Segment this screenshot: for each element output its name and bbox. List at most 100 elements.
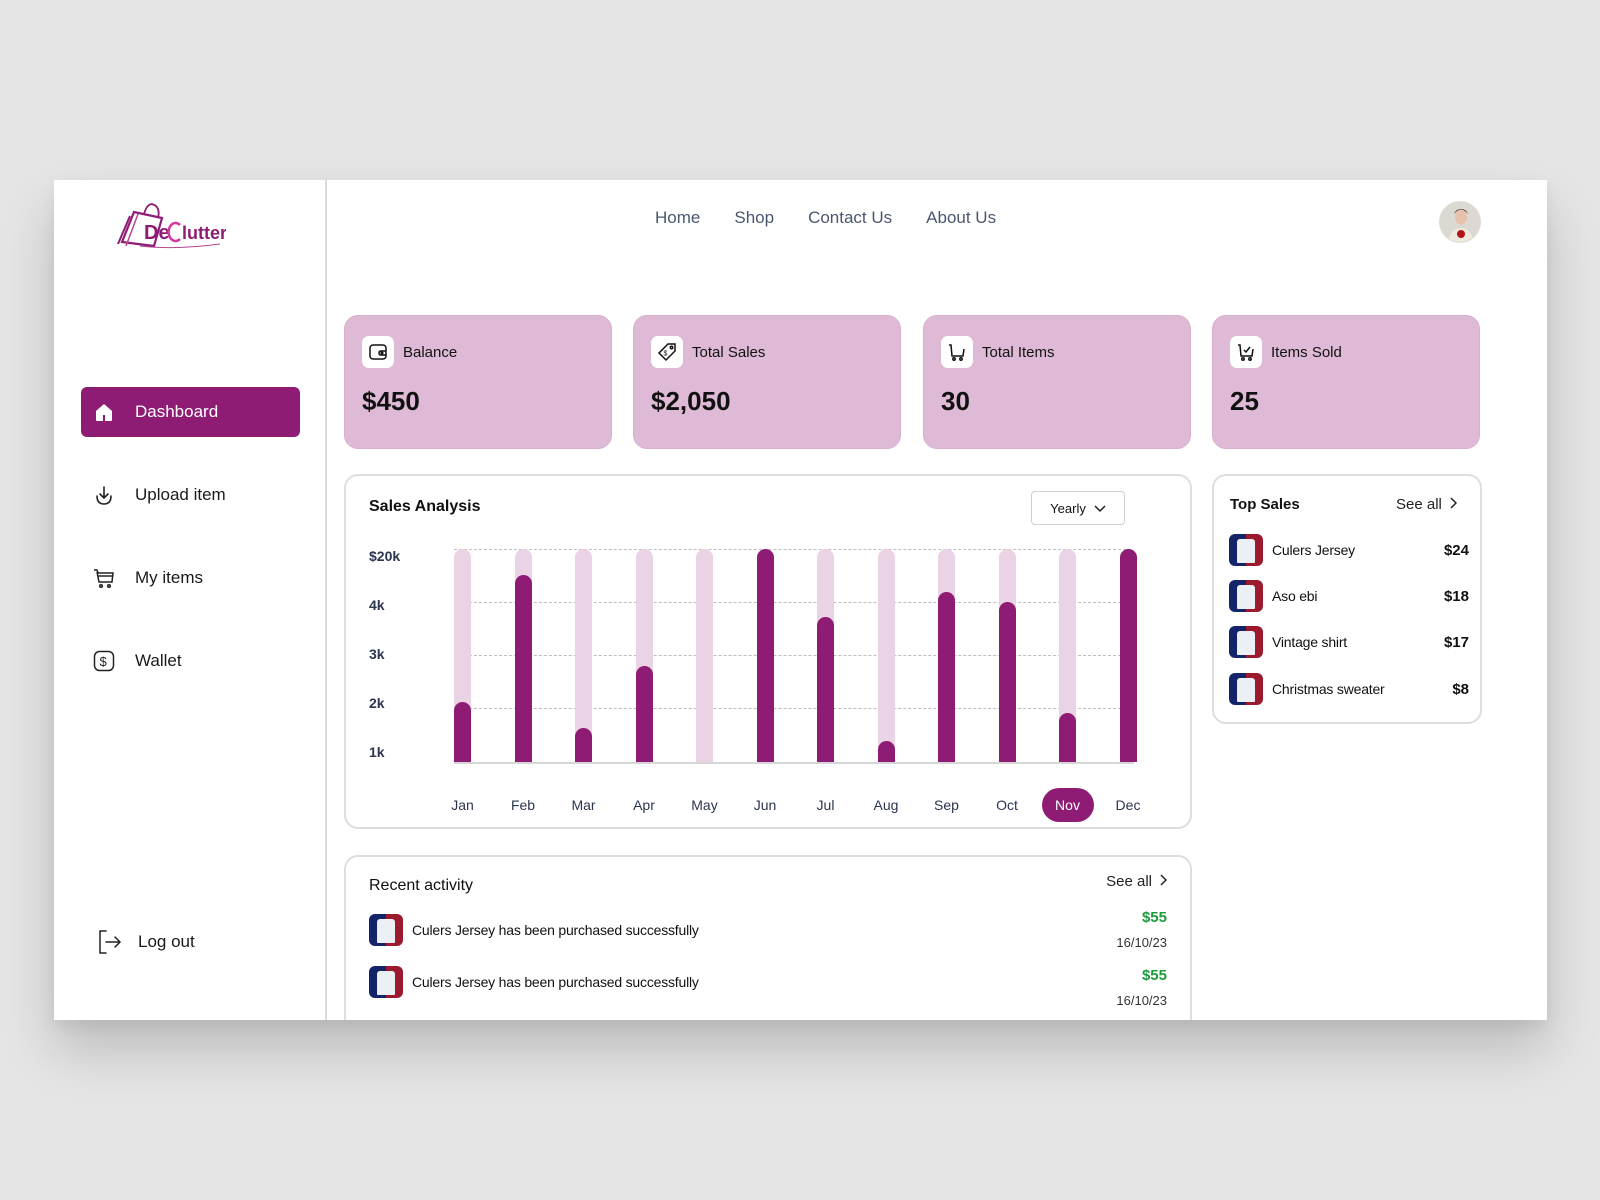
month-label-nov[interactable]: Nov: [1041, 788, 1094, 822]
bar-track: [575, 549, 592, 762]
month-label-feb[interactable]: Feb: [510, 797, 536, 813]
cart-icon: [941, 336, 973, 368]
bar-feb[interactable]: [514, 575, 532, 762]
logout-icon: [96, 928, 124, 956]
month-label-may[interactable]: May: [691, 797, 718, 813]
item-price: $24: [1443, 541, 1469, 559]
stat-card-total-items: Total Items 30: [923, 315, 1191, 449]
stat-value: $2,050: [651, 386, 731, 416]
y-tick-label: $20k: [369, 548, 401, 564]
sidebar: De lutter Dashboard Upload item My items: [54, 180, 327, 1020]
month-label-sep[interactable]: Sep: [934, 797, 959, 813]
y-tick-label: 3k: [369, 646, 385, 662]
bar-oct[interactable]: [998, 602, 1016, 762]
logout-button[interactable]: Log out: [96, 928, 195, 956]
top-sales-panel: Top Sales See all Culers Jersey $24 Aso …: [1212, 474, 1482, 724]
sidebar-item-label: Dashboard: [135, 402, 219, 421]
activity-row[interactable]: Culers Jersey has been purchased success…: [369, 964, 1169, 1000]
see-all-label: See all: [1396, 496, 1442, 513]
month-label-jul[interactable]: Jul: [816, 797, 835, 813]
bar-dec[interactable]: [1119, 549, 1137, 762]
panel-title: Recent activity: [369, 877, 474, 894]
svg-text:$: $: [664, 351, 668, 358]
top-sale-item[interactable]: Culers Jersey $24: [1229, 534, 1469, 566]
month-label-aug[interactable]: Aug: [873, 797, 899, 813]
item-price: $18: [1443, 587, 1469, 605]
sidebar-item-dashboard[interactable]: Dashboard: [81, 387, 300, 437]
bar-jun[interactable]: [756, 549, 774, 762]
bar-aug[interactable]: [877, 741, 895, 762]
chevron-right-icon: [1450, 496, 1457, 513]
stat-value: 30: [941, 386, 970, 416]
x-axis-line: [454, 762, 1134, 764]
grid-line: [454, 549, 1126, 550]
see-all-label: See all: [1106, 873, 1152, 890]
sidebar-item-label: Wallet: [135, 651, 182, 670]
stat-label: Items Sold: [1271, 343, 1342, 361]
activity-amount: $55: [1141, 909, 1167, 926]
month-label-jan[interactable]: Jan: [451, 797, 474, 813]
bar-jan[interactable]: [454, 702, 471, 762]
jersey-thumbnail: [369, 966, 403, 998]
stat-label: Balance: [403, 343, 458, 361]
cart-icon: [93, 567, 115, 589]
activity-text: Culers Jersey has been purchased success…: [412, 974, 699, 990]
item-price: $17: [1443, 633, 1469, 651]
top-navigation: Home Shop Contact Us About Us: [655, 208, 996, 228]
activity-date: 16/10/23: [1116, 935, 1167, 950]
user-avatar[interactable]: [1439, 201, 1481, 243]
nav-link-about[interactable]: About Us: [926, 208, 997, 227]
stat-card-balance: Balance $450: [344, 315, 612, 449]
see-all-link[interactable]: See all: [1396, 496, 1457, 513]
period-dropdown[interactable]: Yearly: [1031, 491, 1125, 525]
month-label-dec[interactable]: Dec: [1115, 797, 1141, 813]
grid-line: [454, 708, 1126, 709]
nav-link-home[interactable]: Home: [655, 208, 701, 227]
nav-link-shop[interactable]: Shop: [734, 208, 775, 227]
jersey-thumbnail: [1229, 580, 1263, 612]
home-icon: [93, 401, 115, 423]
period-value: Yearly: [1050, 500, 1086, 516]
sidebar-item-wallet[interactable]: $ Wallet: [81, 636, 300, 686]
month-label-mar[interactable]: Mar: [571, 797, 596, 813]
bar-sep[interactable]: [938, 592, 955, 762]
recent-activity-panel: Recent activity See all Culers Jersey ha…: [344, 855, 1192, 1020]
month-label-jun[interactable]: Jun: [753, 797, 777, 813]
top-sale-item[interactable]: Aso ebi $18: [1229, 580, 1469, 612]
bar-nov[interactable]: [1059, 713, 1076, 762]
logout-label: Log out: [138, 932, 195, 951]
month-label-apr[interactable]: Apr: [633, 797, 655, 813]
y-tick-label: 1k: [369, 744, 385, 760]
top-sale-item[interactable]: Vintage shirt $17: [1229, 626, 1469, 658]
app-window: De lutter Dashboard Upload item My items: [54, 180, 1547, 1020]
declutter-logo[interactable]: De lutter: [116, 194, 227, 250]
y-tick-label: 4k: [369, 597, 385, 613]
activity-amount: $55: [1141, 967, 1167, 984]
sidebar-item-my-items[interactable]: My items: [81, 553, 300, 603]
nav-link-contact[interactable]: Contact Us: [808, 208, 893, 227]
stat-label: Total Items: [982, 343, 1055, 361]
activity-row[interactable]: Culers Jersey has been purchased success…: [369, 912, 1169, 948]
sidebar-item-upload[interactable]: Upload item: [81, 470, 300, 520]
activity-text: Culers Jersey has been purchased success…: [412, 922, 699, 938]
bar-jul[interactable]: [817, 617, 834, 762]
top-sale-item[interactable]: Christmas sweater $8: [1229, 673, 1469, 705]
jersey-thumbnail: [1229, 626, 1263, 658]
chevron-down-icon: [1094, 501, 1106, 516]
sales-analysis-panel: Sales Analysis Yearly $20k 4k 3k 2k 1k J…: [344, 474, 1192, 829]
grid-line: [454, 602, 1126, 603]
see-all-link[interactable]: See all: [1106, 873, 1168, 890]
y-tick-label: 2k: [369, 695, 385, 711]
dollar-icon: $: [93, 650, 115, 672]
bar-apr[interactable]: [635, 666, 653, 762]
bar-track: [1059, 549, 1076, 762]
month-label-oct[interactable]: Oct: [996, 797, 1018, 813]
svg-text:$: $: [100, 654, 108, 669]
bar-track: [696, 549, 713, 762]
item-price: $8: [1452, 680, 1469, 698]
svg-text:De: De: [144, 222, 170, 244]
grid-line: [454, 655, 1126, 656]
stat-card-items-sold: Items Sold 25: [1212, 315, 1480, 449]
svg-text:lutter: lutter: [182, 223, 226, 243]
bar-mar[interactable]: [575, 728, 592, 762]
